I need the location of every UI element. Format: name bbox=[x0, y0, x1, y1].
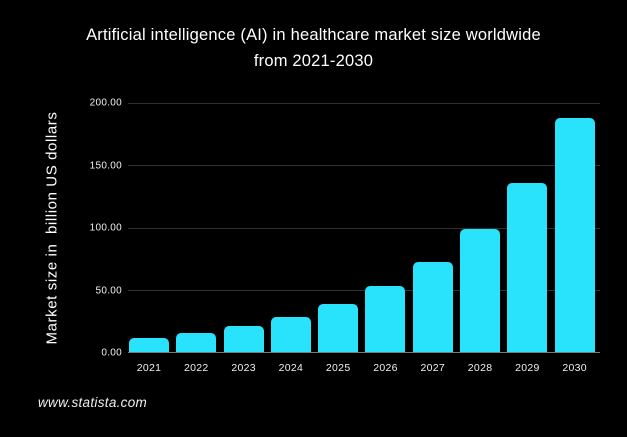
gridline-200.00 bbox=[128, 103, 600, 104]
y-tick-label: 0.00 bbox=[101, 347, 122, 359]
chart-title: Artificial intelligence (AI) in healthca… bbox=[0, 22, 627, 74]
bar-2024 bbox=[270, 316, 311, 352]
plot-area bbox=[128, 103, 600, 353]
x-tick-label: 2030 bbox=[562, 362, 587, 374]
source-attribution: www.statista.com bbox=[38, 395, 148, 410]
gridline-50.00 bbox=[128, 289, 600, 291]
bar-2021 bbox=[129, 338, 169, 352]
bar-2022 bbox=[176, 333, 217, 352]
x-tick-label: 2023 bbox=[231, 362, 256, 374]
bar-2026 bbox=[365, 286, 406, 352]
x-tick-label: 2026 bbox=[373, 362, 398, 374]
y-tick-label: 200.00 bbox=[89, 97, 122, 109]
chart-title-line1: Artificial intelligence (AI) in healthca… bbox=[86, 26, 541, 44]
x-tick-label: 2022 bbox=[184, 362, 209, 374]
bar-2025 bbox=[318, 303, 359, 352]
bar-2028 bbox=[460, 228, 501, 352]
x-tick-label: 2025 bbox=[325, 362, 351, 374]
bars-group bbox=[128, 103, 600, 352]
gridline-100.00 bbox=[128, 227, 600, 229]
chart-title-line2: from 2021-2030 bbox=[253, 52, 374, 70]
x-tick-label: 2028 bbox=[467, 362, 493, 374]
x-tick-label: 2024 bbox=[278, 362, 304, 374]
x-tick-label: 2021 bbox=[136, 362, 162, 374]
y-tick-label: 50.00 bbox=[95, 285, 122, 296]
y-axis-tick-labels: 200.00 150.00 100.00 50.00 0.00 bbox=[0, 98, 122, 359]
gridline-150.00 bbox=[128, 165, 600, 167]
x-tick-label: 2027 bbox=[420, 362, 446, 374]
y-tick-label: 100.00 bbox=[89, 222, 122, 234]
bar-2027 bbox=[412, 261, 453, 352]
x-axis-tick-labels: 2021 2022 2023 2024 2025 2026 2027 2028 2029 2030 bbox=[128, 362, 600, 374]
x-tick-label: 2029 bbox=[515, 362, 540, 374]
bar-2023 bbox=[223, 326, 264, 352]
bar-2030 bbox=[554, 118, 595, 352]
bar-2029 bbox=[507, 183, 548, 352]
y-tick-label: 150.00 bbox=[89, 160, 122, 171]
